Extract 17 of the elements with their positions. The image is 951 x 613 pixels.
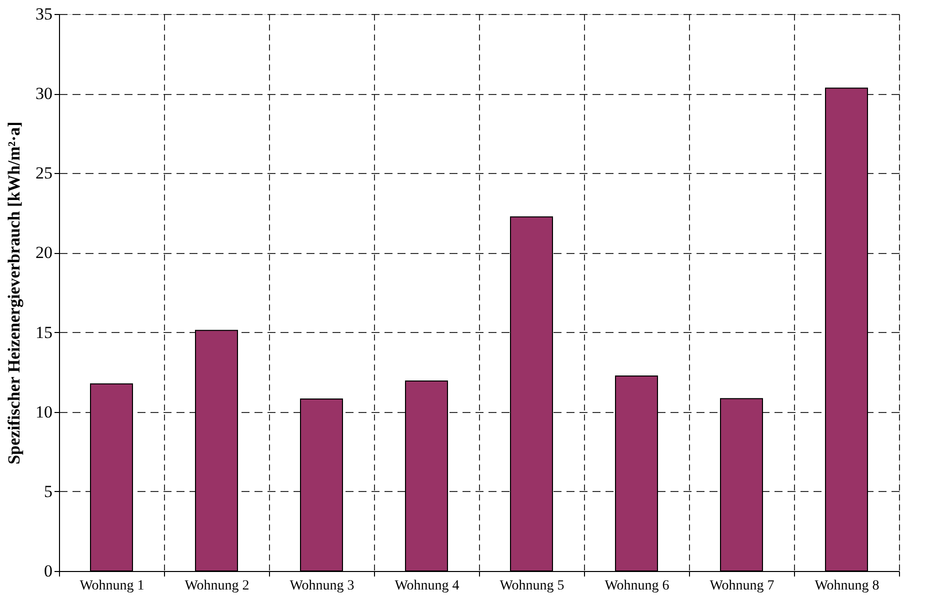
x-tick-label: Wohnung 6 [604,578,670,594]
x-tick-label: Wohnung 4 [394,578,460,594]
y-tick-label: 20 [36,243,52,262]
x-tick-label: Wohnung 3 [290,578,354,594]
y-tick-label: 25 [36,164,52,183]
y-tick-label: 30 [36,84,52,104]
y-axis-title: Spezifischer Heizenergieverbrauch [kWh/m²·a] [4,122,24,464]
x-tick-label: Wohnung 7 [710,578,774,594]
x-tick-label: Wohnung 2 [184,578,250,594]
y-tick-label: 10 [36,402,52,422]
x-tick-label: Wohnung 1 [80,578,144,594]
y-tick-label: 0 [44,562,52,580]
y-tick-label: 35 [36,4,52,24]
x-tick-label: Wohnung 5 [500,578,564,594]
y-tick-label: 5 [44,482,52,501]
x-tick-label: Wohnung 8 [814,578,880,594]
y-tick-label: 15 [36,322,52,342]
